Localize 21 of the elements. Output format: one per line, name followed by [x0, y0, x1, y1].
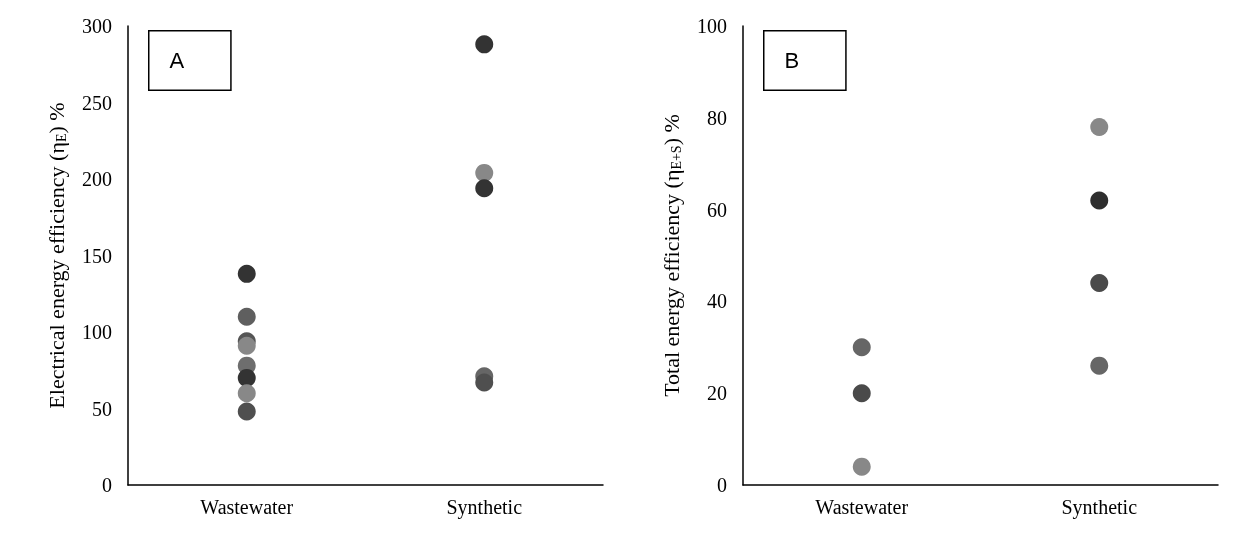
y-tick-label: 20 — [707, 382, 727, 405]
y-tick-label: 60 — [707, 198, 727, 221]
y-tick-label: 0 — [102, 474, 112, 496]
y-axis-title: Electrical energy efficiency (ηE) % — [43, 102, 69, 409]
x-tick-label: Wastewater — [200, 496, 294, 518]
y-tick-label: 250 — [82, 91, 112, 114]
y-tick-label: 100 — [82, 321, 112, 343]
y-tick-label: 50 — [92, 397, 112, 420]
y-tick-label: 300 — [82, 15, 112, 37]
x-tick-label: Wastewater — [815, 496, 909, 518]
y-tick-label: 0 — [717, 474, 727, 496]
x-tick-label: Synthetic — [1061, 496, 1138, 519]
y-tick-label: 80 — [707, 106, 727, 129]
y-axis-title: Total energy efficiency (ηE+S) % — [658, 114, 684, 397]
y-tick-label: 100 — [697, 15, 727, 37]
annotation: B — [784, 48, 800, 73]
y-tick-label: 200 — [82, 168, 112, 190]
y-tick-label: 150 — [82, 244, 112, 267]
annotation: A — [169, 48, 185, 73]
x-tick-label: Synthetic — [446, 496, 523, 519]
y-tick-label: 40 — [707, 290, 727, 313]
